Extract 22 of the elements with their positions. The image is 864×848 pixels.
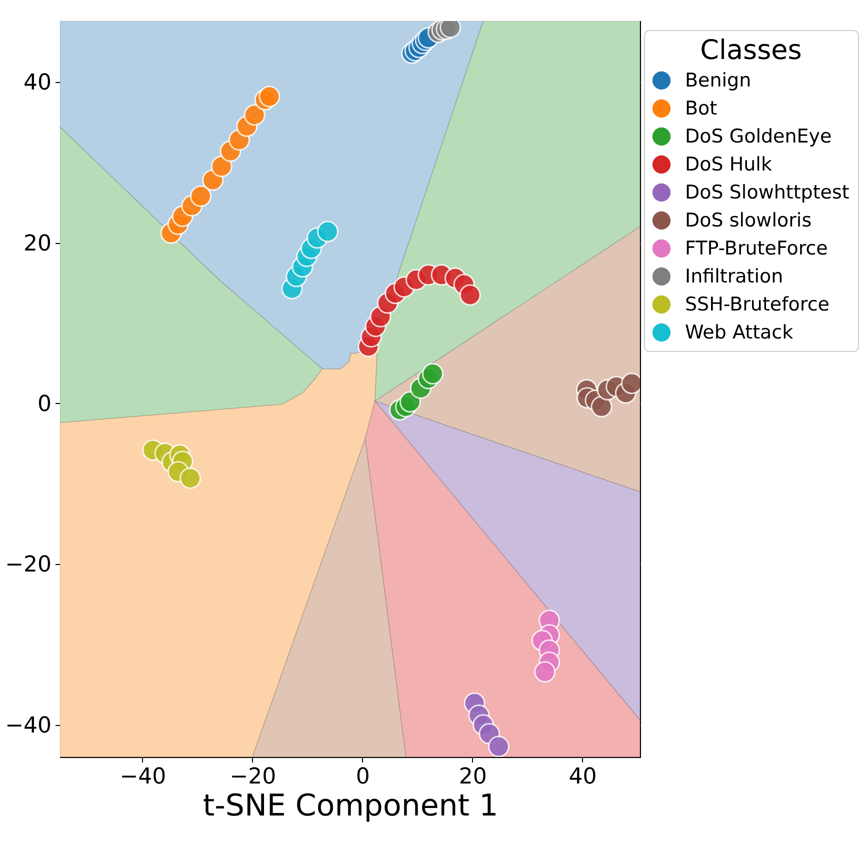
y-tick-label: 0 — [38, 392, 52, 417]
x-tick-label: 40 — [568, 764, 597, 790]
legend-label: DoS slowloris — [685, 210, 812, 232]
legend-label: Bot — [685, 98, 718, 120]
x-tick-label: −40 — [120, 764, 166, 790]
legend-label: Infiltration — [685, 266, 784, 288]
x-axis-title: t-SNE Component 1 — [202, 788, 498, 824]
x-tick-label: −20 — [230, 764, 276, 790]
x-tick-label: 20 — [458, 764, 487, 790]
legend-label: SSH-Bruteforce — [685, 294, 830, 316]
legend-label: Benign — [685, 70, 752, 92]
legend-label: Web Attack — [685, 322, 794, 344]
legend-label: FTP-BruteForce — [685, 238, 828, 260]
legend-title: Classes — [700, 35, 802, 66]
y-tick-label: −40 — [5, 713, 52, 738]
y-tick-label: −20 — [5, 552, 52, 578]
y-tick-label: 40 — [24, 70, 52, 96]
legend-label: DoS Hulk — [685, 154, 772, 176]
legend-label: DoS GoldenEye — [685, 126, 832, 148]
x-tick-label: 0 — [356, 764, 370, 790]
legend-label: DoS Slowhttptest — [685, 182, 850, 204]
y-tick-label: 20 — [24, 231, 52, 256]
